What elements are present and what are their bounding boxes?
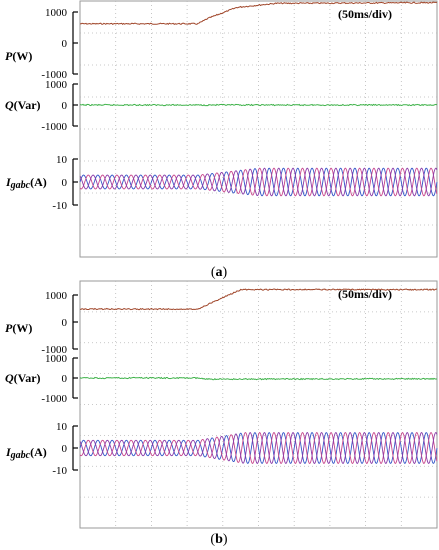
y-tick-label: -10: [52, 465, 67, 477]
y-tick-label: 0: [62, 317, 68, 329]
series-line: [79, 376, 438, 381]
y-axis-label: Q(Var): [5, 371, 41, 385]
y-axis-label: Igabc(A): [5, 175, 47, 191]
grid: [80, 1, 437, 257]
y-tick-label: 1000: [45, 290, 68, 302]
phase-current-line: [79, 167, 438, 197]
y-tick-label: 1000: [45, 7, 68, 19]
phase-current-line: [79, 432, 438, 464]
y-tick-label: 0: [62, 443, 68, 455]
series-line: [79, 1, 438, 26]
y-axis: 1000 0 -1000: [41, 353, 78, 405]
y-tick-label: -1000: [41, 393, 67, 405]
y-tick-label: 10: [56, 421, 68, 433]
y-axis: 10 0 -10: [52, 154, 78, 212]
phase-current-line: [79, 167, 438, 197]
timebase-label: (50ms/div): [338, 7, 392, 21]
phase-current-line: [79, 432, 438, 464]
y-tick-label: -1000: [41, 344, 67, 356]
y-tick-label: 0: [62, 100, 68, 112]
timebase-label: (50ms/div): [338, 287, 392, 301]
scope-frame: [79, 280, 438, 529]
y-axis-label: Q(Var): [5, 98, 41, 112]
y-axis-label: P(W): [5, 49, 32, 63]
phase-current-line: [79, 432, 438, 464]
y-tick-label: -1000: [41, 69, 67, 81]
panel-caption: (b): [210, 532, 227, 547]
y-axis: 1000 0 -1000: [41, 290, 78, 356]
series-line: [79, 103, 438, 107]
y-axis: 1000 0 -1000: [41, 7, 78, 81]
phase-current-line: [79, 167, 438, 197]
y-axis: 1000 0 -1000: [41, 79, 78, 133]
y-tick-label: -10: [52, 200, 67, 212]
y-tick-label: 0: [62, 38, 68, 50]
y-axis: 10 0 -10: [52, 421, 78, 477]
y-tick-label: 1000: [45, 79, 68, 91]
y-axis-label: Igabc(A): [5, 445, 47, 461]
y-axis-label: P(W): [5, 321, 32, 335]
y-tick-label: 0: [62, 177, 68, 189]
series-line: [79, 288, 437, 311]
y-tick-label: 0: [62, 373, 68, 385]
y-tick-label: 10: [56, 154, 68, 166]
panel-b: (50ms/div)10000-1000P(W)10000-1000Q(Var)…: [5, 280, 438, 547]
panel-a: (50ms/div)10000-1000P(W)10000-1000Q(Var)…: [5, 0, 438, 280]
panel-caption: (a): [211, 265, 228, 280]
y-tick-label: 1000: [45, 353, 68, 365]
y-tick-label: -1000: [41, 121, 67, 133]
